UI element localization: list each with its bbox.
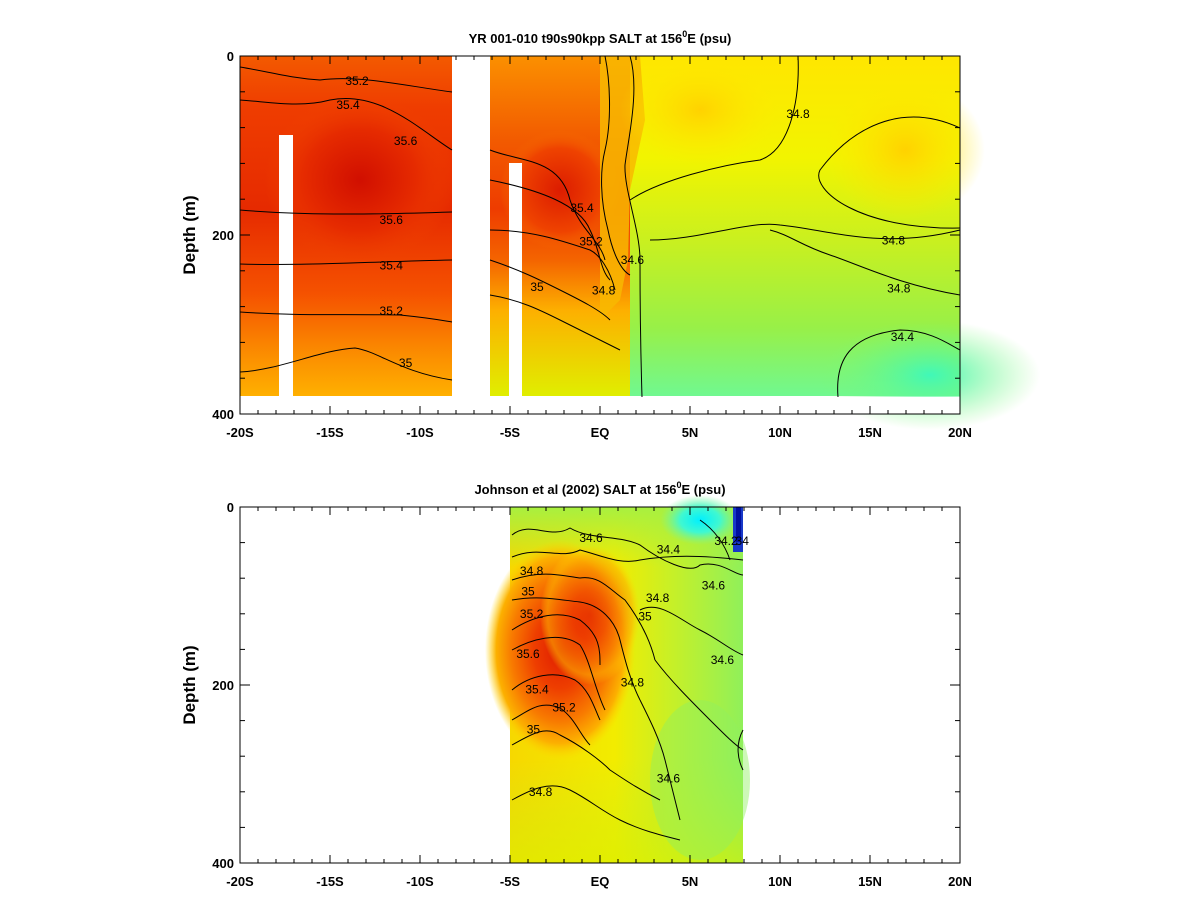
x-tick-label: 20N: [948, 874, 972, 889]
contour-label: 34.8: [646, 591, 670, 605]
y-axis-label-bottom: Depth (m): [180, 645, 199, 724]
y-tick-label: 0: [227, 500, 234, 515]
y-tick-label: 0: [227, 49, 234, 64]
contour-label: 35: [521, 585, 535, 599]
contour-label: 34.6: [621, 253, 645, 267]
contour-label: 35: [527, 723, 541, 737]
contour-label: 34.6: [702, 578, 726, 592]
y-tick-labels-bottom: 0 200 400: [212, 500, 234, 871]
x-tick-label: 20N: [948, 425, 972, 440]
contour-label: 35.4: [570, 201, 594, 215]
x-tick-label: 15N: [858, 874, 882, 889]
x-tick-label: 10N: [768, 425, 792, 440]
axis-ticks-top: [239, 55, 961, 415]
x-tick-label: -10S: [406, 425, 434, 440]
x-tick-labels-top: -20S -15S -10S -5S EQ 5N 10N 15N 20N: [226, 425, 972, 440]
x-tick-label: EQ: [591, 874, 610, 889]
x-tick-label: -10S: [406, 874, 434, 889]
x-tick-label: 5N: [682, 425, 699, 440]
contour-label: 35.4: [525, 682, 549, 696]
chart-title-top: YR 001-010 t90s90kpp SALT at 1560E (psu): [469, 29, 732, 46]
contour-label: 35: [638, 609, 652, 623]
contour-label: 35.2: [380, 304, 404, 318]
contours-bottom: [511, 519, 744, 841]
contour-label: 35.4: [380, 258, 404, 272]
contour-label: 34.8: [887, 282, 911, 296]
contour-label: 35.4: [336, 98, 360, 112]
contour-label: 34.8: [520, 564, 544, 578]
panel-top: 35.2 35.4 35.6 35.6 35.4 35.2 35 35.4 35.2 34.6 35…: [180, 29, 1040, 440]
axis-ticks-bottom: [239, 506, 961, 864]
x-tick-label: -20S: [226, 425, 254, 440]
x-tick-label: -5S: [500, 425, 521, 440]
contour-label: 35.2: [552, 700, 576, 714]
contour-label: 35.6: [394, 134, 418, 148]
x-tick-label: 15N: [858, 425, 882, 440]
contour-label: 34.8: [592, 283, 616, 297]
y-axis-label-top: Depth (m): [180, 195, 199, 274]
contour-label: 34.6: [711, 653, 735, 667]
salinity-field-top: [240, 55, 1040, 430]
contour-label: 34.2: [714, 534, 738, 548]
contour-label: 34.4: [657, 543, 681, 557]
x-tick-labels-bottom: -20S -15S -10S -5S EQ 5N 10N 15N 20N: [226, 874, 972, 889]
contour-label: 35.2: [520, 607, 544, 621]
x-tick-label: -15S: [316, 425, 344, 440]
contour-label: 35: [399, 356, 413, 370]
contour-label: 34.8: [882, 233, 906, 247]
contour-label: 34.6: [657, 771, 681, 785]
x-tick-label: -5S: [500, 874, 521, 889]
contour-label: 35: [530, 280, 544, 294]
chart-title-bottom: Johnson et al (2002) SALT at 1560E (psu): [474, 480, 725, 497]
x-tick-label: -20S: [226, 874, 254, 889]
x-tick-label: 5N: [682, 874, 699, 889]
contour-label: 34.8: [529, 785, 553, 799]
panel-bottom: 34.6 34.4 34.234 34.8 35 34.6 34.8 35.2 35 35.6 34…: [180, 480, 972, 889]
x-tick-label: 10N: [768, 874, 792, 889]
contour-labels-bottom: 34.6 34.4 34.234 34.8 35 34.6 34.8 35.2 35 35.6 34…: [516, 531, 749, 799]
contour-label: 34.8: [786, 107, 810, 121]
contour-labels-top: 35.2 35.4 35.6 35.6 35.4 35.2 35 35.4 35.2 34.6 35…: [336, 74, 914, 370]
contour-label: 34.8: [621, 675, 645, 689]
y-tick-label: 400: [212, 856, 234, 871]
salinity-field-bottom: [485, 495, 750, 863]
contour-label: 35.2: [345, 74, 369, 88]
x-tick-label: EQ: [591, 425, 610, 440]
contour-label: 35.6: [380, 213, 404, 227]
contours-top: [239, 55, 961, 398]
y-tick-label: 200: [212, 228, 234, 243]
y-tick-labels-top: 0 200 400: [212, 49, 234, 422]
contour-label: 34: [736, 534, 750, 548]
contour-label: 35.6: [516, 647, 540, 661]
y-tick-label: 400: [212, 407, 234, 422]
contour-label: 34.6: [579, 531, 603, 545]
contour-label: 34.4: [891, 330, 915, 344]
contour-label: 35.2: [579, 234, 603, 248]
x-tick-label: -15S: [316, 874, 344, 889]
y-tick-label: 200: [212, 678, 234, 693]
